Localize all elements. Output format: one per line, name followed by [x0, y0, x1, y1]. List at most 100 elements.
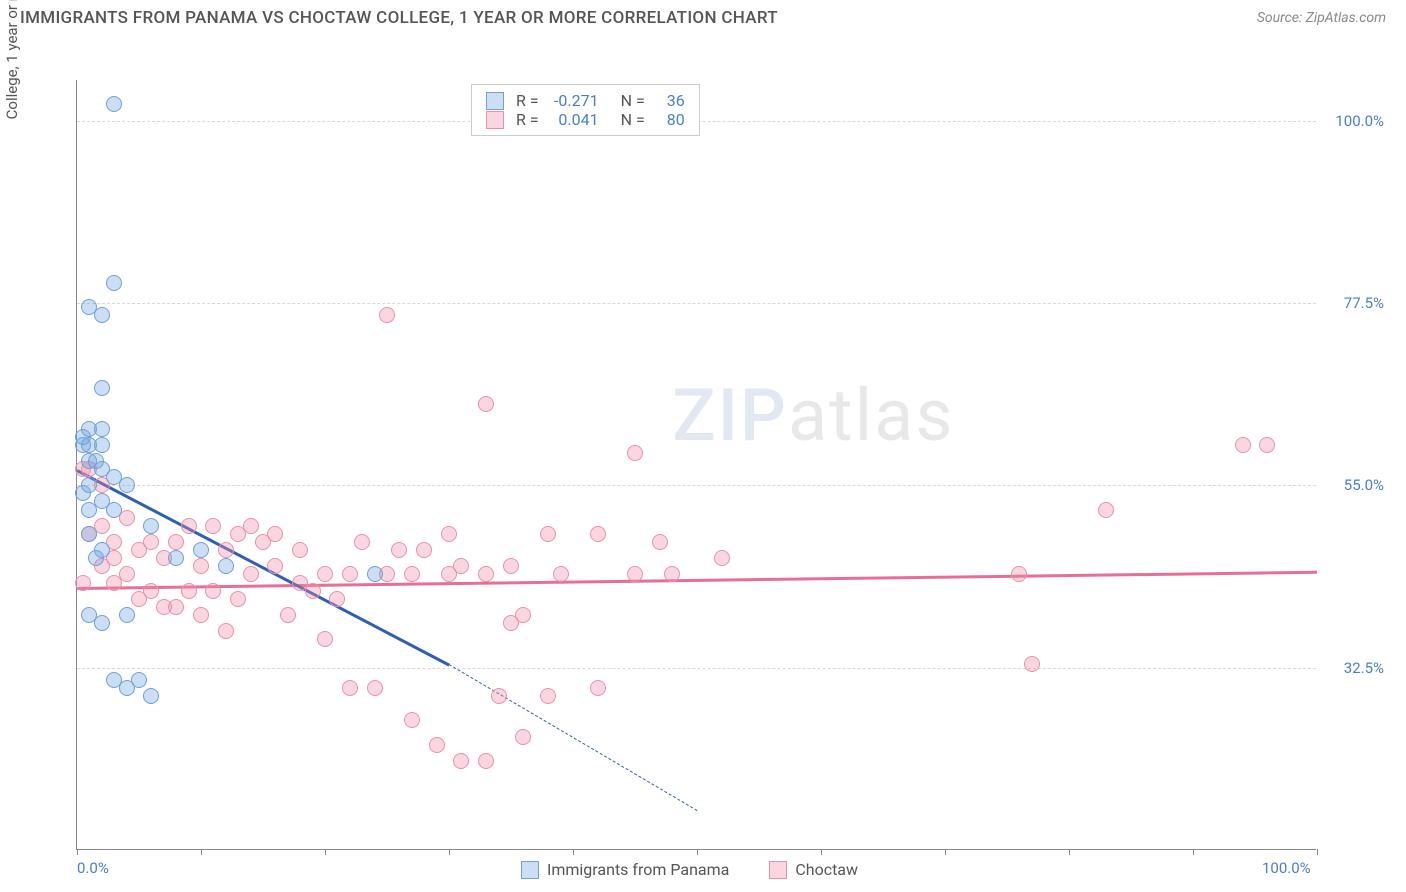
x-tick-mark [945, 849, 946, 855]
correlation-legend: R = -0.271 N = 36R = 0.041 N = 80 [471, 84, 700, 136]
data-point [329, 591, 345, 607]
data-point [590, 526, 606, 542]
data-point [243, 566, 259, 582]
data-point [218, 558, 234, 574]
data-point [143, 688, 159, 704]
data-point [429, 737, 445, 753]
data-point [441, 526, 457, 542]
data-point [305, 583, 321, 599]
data-point [181, 583, 197, 599]
data-point [119, 477, 135, 493]
gridline [77, 668, 1316, 669]
legend-swatch [521, 861, 539, 879]
source-attribution: Source: ZipAtlas.com [1257, 10, 1386, 26]
data-point [540, 526, 556, 542]
data-point [354, 534, 370, 550]
data-point [168, 534, 184, 550]
legend-item: Immigrants from Panama [521, 860, 729, 879]
legend-swatch [769, 861, 787, 879]
data-point [540, 688, 556, 704]
data-point [515, 729, 531, 745]
y-tick-label: 55.0% [1344, 476, 1384, 494]
title-bar: IMMIGRANTS FROM PANAMA VS CHOCTAW COLLEG… [0, 0, 1406, 34]
plot-area: ZIPatlas 32.5%55.0%77.5%100.0%0.0%100.0%… [76, 80, 1316, 850]
data-point [75, 575, 91, 591]
data-point [478, 396, 494, 412]
data-point [714, 550, 730, 566]
data-point [94, 437, 110, 453]
x-tick-label: 0.0% [77, 859, 109, 877]
data-point [75, 437, 91, 453]
x-tick-mark [77, 849, 78, 855]
data-point [131, 591, 147, 607]
n-value: 36 [653, 91, 685, 110]
legend-row: R = -0.271 N = 36 [486, 91, 685, 110]
data-point [292, 542, 308, 558]
trend-line [77, 570, 1317, 589]
data-point [1011, 566, 1027, 582]
data-point [267, 526, 283, 542]
data-point [652, 534, 668, 550]
data-point [230, 591, 246, 607]
r-label: R = [516, 91, 539, 110]
data-point [478, 566, 494, 582]
data-point [453, 753, 469, 769]
y-tick-label: 77.5% [1344, 294, 1384, 312]
data-point [1235, 437, 1251, 453]
data-point [367, 680, 383, 696]
data-point [441, 566, 457, 582]
data-point [491, 688, 507, 704]
data-point [404, 566, 420, 582]
data-point [503, 615, 519, 631]
data-point [416, 542, 432, 558]
data-point [106, 502, 122, 518]
r-value: 0.041 [547, 110, 599, 129]
data-point [88, 550, 104, 566]
data-point [205, 583, 221, 599]
chart-title: IMMIGRANTS FROM PANAMA VS CHOCTAW COLLEG… [20, 8, 778, 28]
x-tick-mark [1069, 849, 1070, 855]
legend-label: Immigrants from Panama [547, 860, 729, 879]
data-point [1024, 656, 1040, 672]
data-point [193, 558, 209, 574]
series-legend: Immigrants from Panama Choctaw [521, 860, 858, 879]
data-point [81, 502, 97, 518]
data-point [75, 485, 91, 501]
data-point [143, 518, 159, 534]
r-value: -0.271 [547, 91, 599, 110]
data-point [379, 307, 395, 323]
legend-item: Choctaw [769, 860, 858, 879]
data-point [627, 566, 643, 582]
data-point [131, 542, 147, 558]
x-tick-mark [573, 849, 574, 855]
watermark: ZIPatlas [672, 373, 954, 458]
gridline [77, 485, 1316, 486]
y-tick-label: 100.0% [1335, 112, 1384, 130]
trend-line-dashed [449, 664, 697, 811]
data-point [106, 96, 122, 112]
r-label: R = [516, 110, 539, 129]
data-point [404, 712, 420, 728]
data-point [156, 599, 172, 615]
n-value: 80 [653, 110, 685, 129]
data-point [664, 566, 680, 582]
data-point [94, 421, 110, 437]
data-point [503, 558, 519, 574]
data-point [94, 307, 110, 323]
legend-row: R =0.041N =80 [486, 110, 685, 129]
x-tick-mark [821, 849, 822, 855]
x-tick-mark [1193, 849, 1194, 855]
n-label: N = [621, 91, 645, 110]
legend-swatch [486, 111, 504, 129]
x-tick-mark [201, 849, 202, 855]
data-point [181, 518, 197, 534]
data-point [280, 607, 296, 623]
data-point [106, 575, 122, 591]
data-point [81, 526, 97, 542]
data-point [193, 607, 209, 623]
y-axis-label: College, 1 year or more [3, 0, 21, 119]
legend-swatch [486, 92, 504, 110]
data-point [1098, 502, 1114, 518]
gridline [77, 303, 1316, 304]
x-tick-label: 100.0% [1262, 859, 1311, 877]
